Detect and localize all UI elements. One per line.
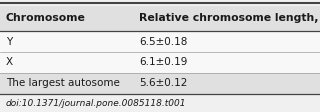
Text: Y: Y (6, 37, 12, 47)
Text: doi:10.1371/journal.pone.0085118.t001: doi:10.1371/journal.pone.0085118.t001 (6, 99, 186, 108)
Text: 6.5±0.18: 6.5±0.18 (139, 37, 188, 47)
Text: 6.1±0.19: 6.1±0.19 (139, 57, 188, 67)
Text: The largest autosome: The largest autosome (6, 78, 120, 88)
Text: Chromosome: Chromosome (6, 13, 86, 24)
Bar (0, 73, 320, 94)
Bar (0, 6, 320, 31)
Text: X: X (6, 57, 13, 67)
Bar (0, 31, 320, 52)
Text: Relative chromosome length, %: Relative chromosome length, % (139, 13, 320, 24)
Text: 5.6±0.12: 5.6±0.12 (139, 78, 188, 88)
Bar (0, 52, 320, 73)
